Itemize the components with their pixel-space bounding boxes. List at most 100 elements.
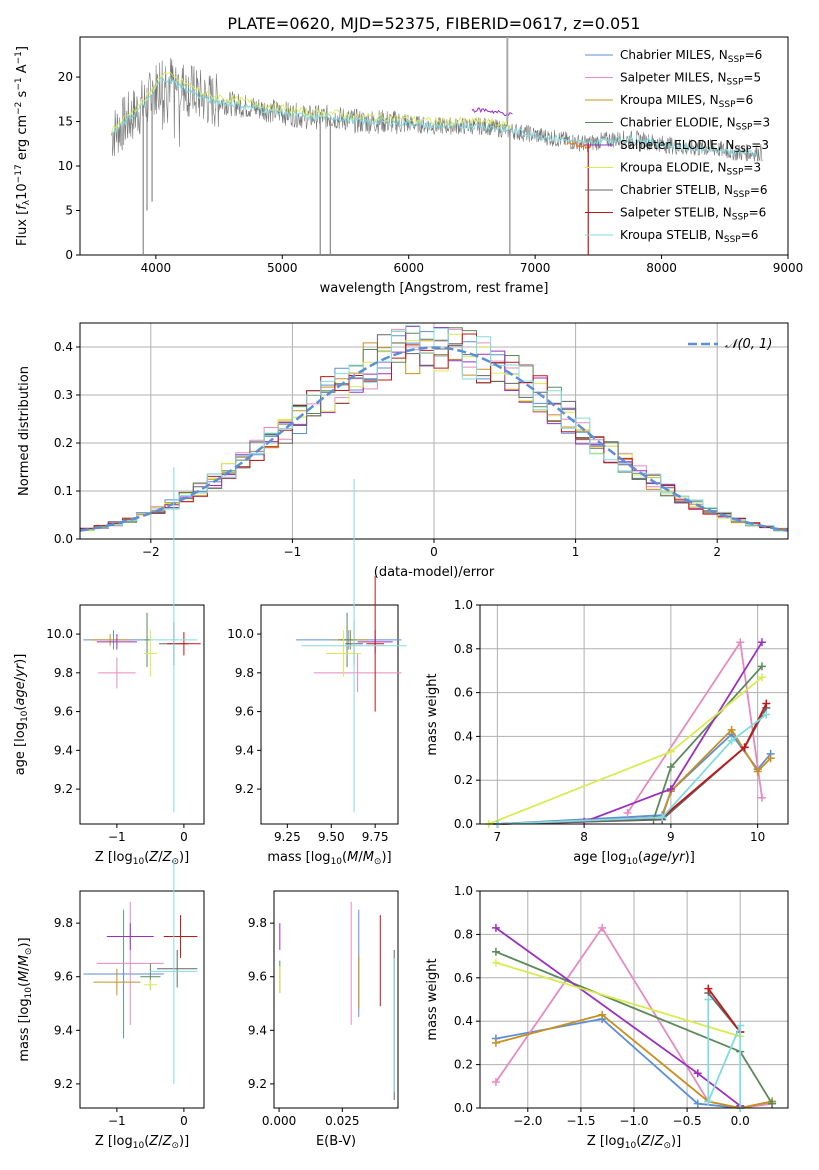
label-part: 10	[24, 987, 34, 999]
residual-histogram-panel: −2 −1 0 1 2 0.0 0.1 0.2 0.3 0.4 𝒩(0, 1) (data-model…	[17, 322, 789, 580]
label-part: Z [log	[95, 1134, 133, 1149]
y-tick-label: 10	[58, 159, 73, 173]
label-part: )]	[17, 937, 32, 947]
label-part: SSP	[727, 78, 744, 88]
label-part: M	[363, 850, 374, 865]
data-marker	[736, 638, 745, 647]
series-line	[497, 665, 763, 825]
x-tick-label: 10	[750, 830, 765, 844]
legend-entry: Salpeter MILES, NSSP=5	[620, 71, 761, 88]
label-part: Kroupa MILES, N	[620, 93, 719, 107]
x-tick-label: 1	[572, 545, 580, 559]
label-part: Salpeter MILES, N	[620, 71, 727, 85]
series-line	[707, 988, 741, 1033]
label-part: M	[347, 850, 358, 865]
y-tick-label: 0.0	[454, 1101, 473, 1115]
x-tick-label: 6000	[393, 261, 424, 275]
label-part: Z	[654, 1134, 665, 1149]
model-salpeter-elodie-line	[471, 107, 513, 117]
label-part: (	[144, 1134, 149, 1149]
y-tick-label: 10.0	[46, 627, 73, 641]
label-part: Chabrier ELODIE, N	[620, 116, 736, 130]
y-tick-label: 1.0	[454, 598, 473, 612]
data-marker	[736, 1021, 745, 1030]
legend-entry: Chabrier MILES, NSSP=6	[620, 48, 762, 65]
series-line	[495, 961, 741, 1038]
x-tick-label: 9.25	[274, 830, 301, 844]
x-tick-label: −2.0	[513, 1114, 542, 1128]
label-part: /	[667, 850, 672, 865]
data-marker	[753, 767, 762, 776]
mass-weight-vs-metallicity-panel: −2.0 −1.5 −1.0 −0.5 0.0 0.0 0.2 0.4 0.6 0.8 1.0 Z […	[425, 884, 789, 1151]
axes-frame	[79, 36, 789, 256]
x-axis-label: Z [log10(Z/Z⊙)]	[95, 1134, 189, 1151]
axes-frame	[79, 322, 789, 540]
x-tick-label: −1	[284, 545, 302, 559]
data-marker	[693, 1069, 702, 1078]
x-tick-label: 8000	[646, 261, 677, 275]
label-part: λ	[22, 199, 32, 205]
label-part: ]	[15, 46, 30, 51]
y-axis-label: Normed distribution	[17, 366, 32, 496]
label-part: s	[15, 90, 30, 101]
label-part: Normed distribution	[17, 366, 32, 496]
data-marker	[666, 747, 675, 756]
label-part: =3	[752, 116, 770, 130]
label-part: =6	[741, 228, 759, 242]
data-marker	[491, 947, 500, 956]
y-tick-label: 9.4	[54, 1023, 73, 1037]
x-tick-label: −1	[108, 1114, 126, 1128]
data-marker	[491, 1038, 500, 1047]
legend-entry: 𝒩(0, 1)	[725, 337, 772, 352]
label-part: Chabrier STELIB, N	[620, 183, 733, 197]
data-marker	[598, 1010, 607, 1019]
label-part: 10	[133, 857, 145, 867]
x-tick-label: −2	[142, 545, 160, 559]
label-part: 10	[20, 710, 30, 722]
data-marker	[727, 736, 736, 745]
label-part: age	[13, 681, 28, 705]
label-part: age [log	[13, 722, 28, 775]
label-part: SSP	[719, 100, 736, 110]
y-tick-label: 0.2	[454, 1058, 473, 1072]
x-tick-label: 7000	[520, 261, 551, 275]
label-part: =3	[751, 138, 769, 152]
series-line	[488, 676, 763, 825]
label-part: mass [log	[17, 998, 32, 1061]
figure-title: PLATE=0620, MJD=52375, FIBERID=0617, z=0…	[227, 14, 640, 33]
legend-entry: Kroupa STELIB, NSSP=6	[620, 228, 758, 245]
data-marker	[757, 638, 766, 647]
series-line	[626, 639, 763, 814]
x-axis-label: age [log10(age/yr)]	[573, 850, 695, 867]
data-marker	[693, 1099, 702, 1108]
y-tick-label: 9.2	[54, 782, 73, 796]
label-part: ⊙	[171, 857, 179, 867]
age-vs-mass-panel: 9.25 9.50 9.75 9.2 9.4 9.6 9.8 10.0 mass [log10(…	[227, 479, 407, 867]
x-tick-label: 0	[180, 830, 188, 844]
label-part: Z	[162, 850, 173, 865]
x-tick-label: 9	[667, 830, 675, 844]
label-part: −1	[14, 51, 24, 64]
spectrum-panel: 4000 5000 6000 7000 8000 9000 0 5 10 15 20 waveleng…	[14, 36, 803, 296]
label-part: Salpeter ELODIE, N	[620, 138, 734, 152]
y-tick-label: 9.8	[54, 916, 73, 930]
label-part: (	[638, 850, 643, 865]
y-tick-label: 9.4	[248, 1023, 267, 1037]
data-marker	[762, 699, 771, 708]
label-part: /	[358, 850, 363, 865]
y-tick-label: 0.0	[54, 532, 73, 546]
label-part: M	[17, 955, 32, 966]
label-part: SSP	[733, 190, 750, 200]
x-tick-label: −0.5	[673, 1114, 702, 1128]
y-tick-label: 9.4	[235, 743, 254, 757]
data-marker	[757, 673, 766, 682]
label-part: f	[15, 203, 30, 210]
y-tick-label: 5	[65, 204, 73, 218]
label-part: Z	[148, 1134, 159, 1149]
axes-frame	[479, 890, 789, 1109]
x-axis-label: E(B-V)	[316, 1134, 356, 1149]
label-part: Kroupa ELODIE, N	[620, 161, 727, 175]
data-marker	[666, 763, 675, 772]
series-line	[497, 713, 767, 825]
label-part: ⊙	[171, 1141, 179, 1151]
